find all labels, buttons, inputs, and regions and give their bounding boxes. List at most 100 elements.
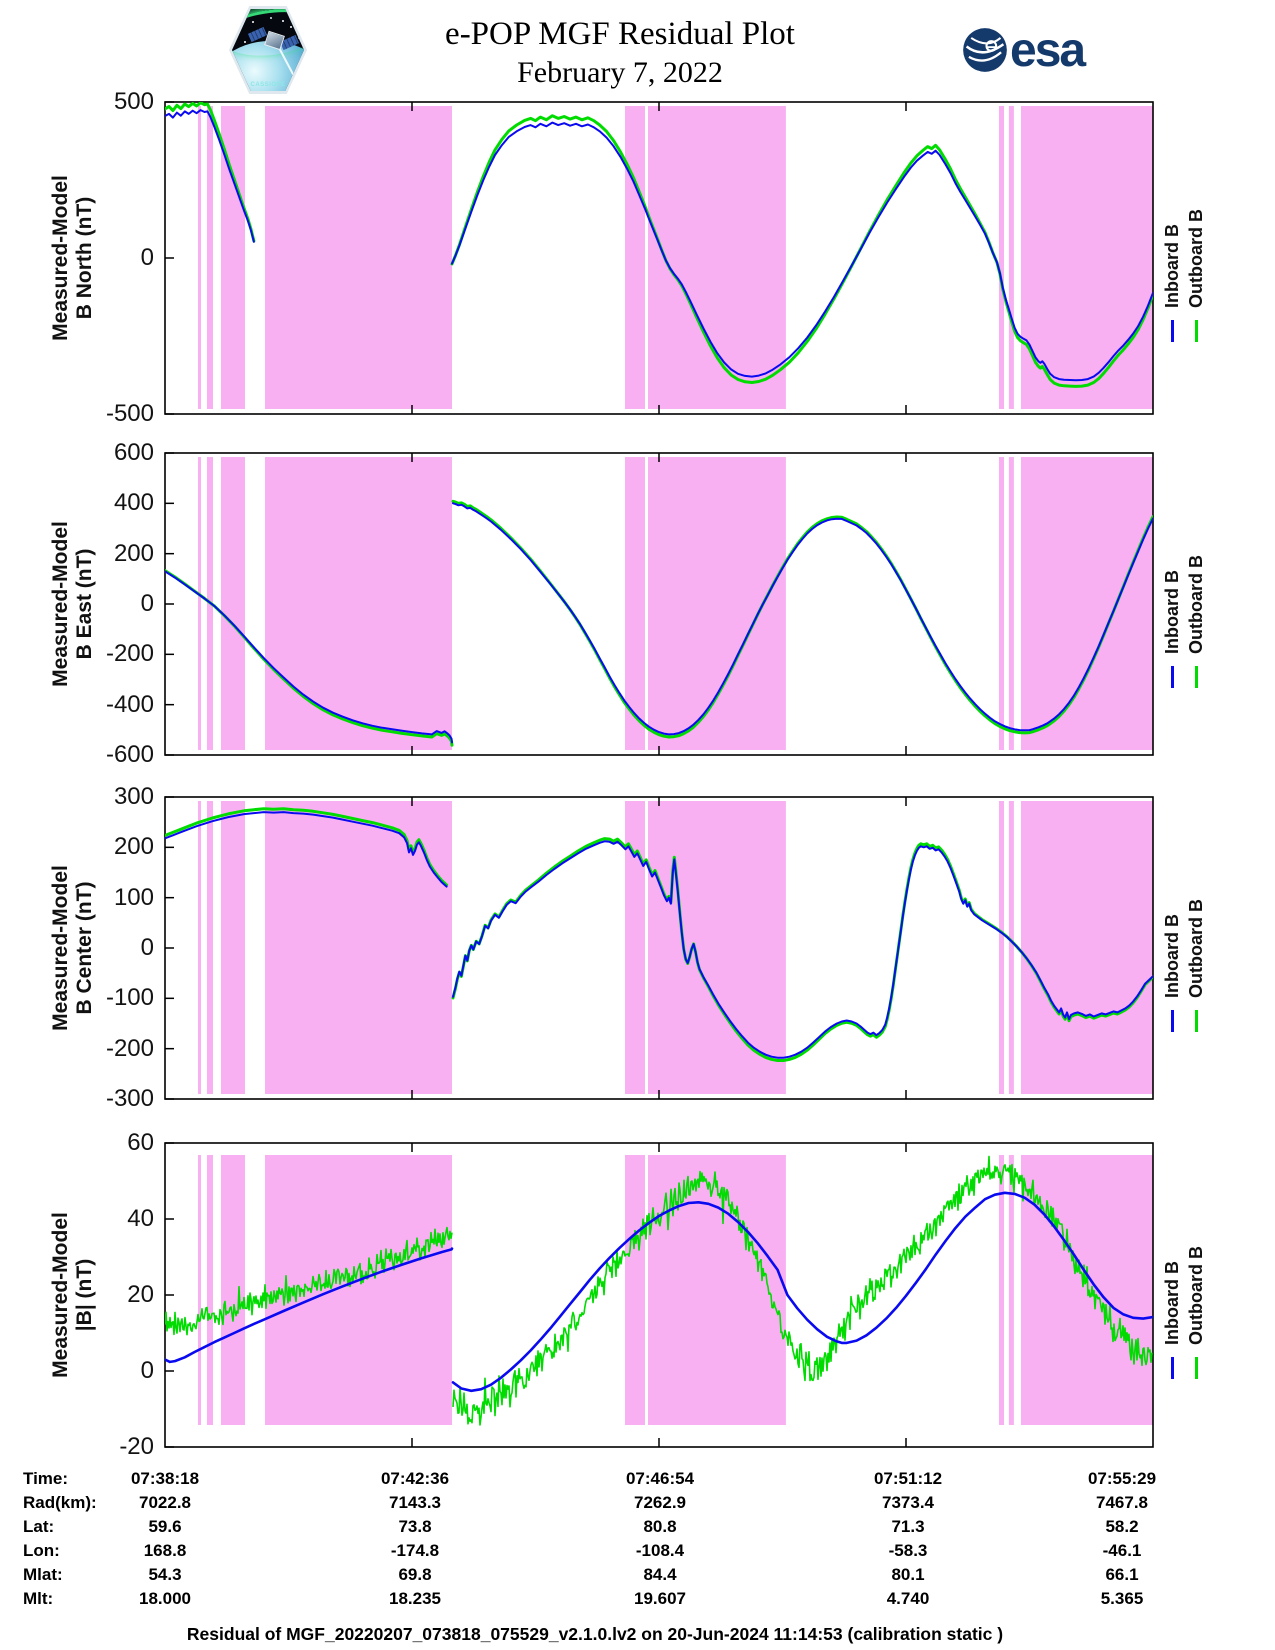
outboard-curve xyxy=(452,1155,1153,1426)
y-tick-label: 40 xyxy=(127,1205,154,1232)
y-tick-label: -20 xyxy=(119,1433,154,1460)
inboard-curve xyxy=(165,811,448,888)
panel-2-plot xyxy=(164,452,1154,756)
table-value: 7373.4 xyxy=(882,1493,934,1512)
table-value: 71.3 xyxy=(891,1517,925,1536)
highlight-band xyxy=(207,801,213,1094)
y-tick-label: -300 xyxy=(105,1085,154,1112)
y-axis-label-line1: Measured-Model xyxy=(49,1212,72,1378)
y-tick-label: 0 xyxy=(140,244,154,271)
highlight-band xyxy=(999,457,1004,750)
highlight-band xyxy=(625,106,645,409)
highlight-band xyxy=(1008,1155,1014,1425)
esa-logo: esa xyxy=(962,23,1086,77)
y-tick-label: -500 xyxy=(105,400,154,427)
y-tick-label: -600 xyxy=(105,741,154,768)
row-label-mlat: Mlat: xyxy=(23,1565,63,1584)
row-label-lat: Lat: xyxy=(23,1517,55,1536)
highlight-band xyxy=(999,1155,1004,1425)
highlight-band xyxy=(1008,457,1014,750)
table-value: 59.6 xyxy=(148,1517,182,1536)
esa-wordmark: esa xyxy=(1010,23,1086,77)
y-axis-label-line2: B North (nT) xyxy=(73,196,96,320)
y-tick-label: -200 xyxy=(105,1034,154,1062)
highlight-band xyxy=(625,1155,645,1425)
inboard-curve xyxy=(452,502,1153,736)
curves-group xyxy=(165,807,1153,1062)
highlight-band xyxy=(265,457,452,750)
legend-outboard-label: Outboard B xyxy=(1186,1246,1206,1345)
y-axis-label-panel-4: Measured-Model |B| (nT) xyxy=(49,1143,97,1447)
legend-inboard-label: Inboard B xyxy=(1162,224,1182,308)
highlight-band xyxy=(221,801,245,1094)
legend-inboard-line xyxy=(1171,320,1174,342)
inboard-curve xyxy=(451,121,1153,382)
y-tick-label: 200 xyxy=(113,833,154,861)
page-subtitle: February 7, 2022 xyxy=(517,56,723,89)
y-tick-label: 400 xyxy=(113,489,154,517)
y-tick-label: 300 xyxy=(113,783,154,810)
highlight-band xyxy=(265,801,452,1094)
table-value: 58.2 xyxy=(1105,1517,1139,1536)
highlight-band xyxy=(198,801,201,1094)
highlight-band xyxy=(999,801,1004,1094)
mission-patch-label: CASSIOPE xyxy=(250,82,286,88)
highlight-band xyxy=(221,457,245,750)
legend-inboard-label: Inboard B xyxy=(1162,570,1182,654)
outboard-curve xyxy=(165,1226,453,1336)
y-axis-label-panel-3: Measured-Model B Center (nT) xyxy=(49,797,97,1099)
inboard-curve xyxy=(452,840,1153,1059)
highlight-band xyxy=(625,457,645,750)
inboard-curve xyxy=(451,1191,1153,1393)
table-value: -58.3 xyxy=(888,1541,928,1560)
footer-caption: Residual of MGF_20220207_073818_075529_v… xyxy=(186,1624,1004,1644)
y-tick-label: -200 xyxy=(105,640,154,668)
y-tick-label: 20 xyxy=(127,1281,154,1308)
legend-outboard-line xyxy=(1195,666,1198,688)
legend-outboard-label: Outboard B xyxy=(1186,555,1206,654)
y-tick-label: 60 xyxy=(127,1129,154,1156)
table-value: 5.365 xyxy=(1100,1589,1144,1608)
legend-inboard-line xyxy=(1171,666,1174,688)
table-value: 07:51:12 xyxy=(873,1469,943,1488)
table-value: 18.000 xyxy=(139,1589,191,1608)
table-value: 7467.8 xyxy=(1096,1493,1148,1512)
highlight-band xyxy=(1021,106,1153,409)
legend-inboard-label: Inboard B xyxy=(1162,914,1182,998)
y-axis-label-line1: Measured-Model xyxy=(49,865,72,1031)
highlight-band xyxy=(207,106,213,409)
table-value: 80.1 xyxy=(891,1565,925,1584)
table-value: 18.235 xyxy=(389,1589,441,1608)
highlight-band xyxy=(198,1155,201,1425)
legend-outboard-line xyxy=(1195,320,1198,342)
panel-4-plot xyxy=(164,1142,1154,1448)
highlight-band xyxy=(648,106,786,409)
inboard-curve xyxy=(165,570,453,744)
curves-group xyxy=(165,1155,1153,1426)
y-tick-label: -100 xyxy=(105,984,154,1012)
table-value: 07:55:29 xyxy=(1087,1469,1157,1488)
page-title: e-POP MGF Residual Plot xyxy=(445,16,795,52)
y-tick-label: 500 xyxy=(113,88,154,115)
y-axis-label-line2: B Center (nT) xyxy=(73,881,96,1015)
ephemeris-table: Time: 07:38:18 07:42:36 07:46:54 07:51:12 07:… xyxy=(0,1469,1275,1619)
table-value: 7262.9 xyxy=(634,1493,686,1512)
table-value: -108.4 xyxy=(635,1541,685,1560)
legend-outboard-label: Outboard B xyxy=(1186,899,1206,998)
highlight-band xyxy=(198,457,201,750)
table-value: 80.8 xyxy=(643,1517,677,1536)
y-tick-label: 0 xyxy=(140,1357,154,1384)
highlight-band xyxy=(648,801,786,1094)
plot-frame xyxy=(164,1142,1154,1448)
y-tick-label: 200 xyxy=(113,539,154,567)
row-label-mlt: Mlt: xyxy=(23,1589,54,1608)
table-value: 73.8 xyxy=(398,1517,432,1536)
highlight-band xyxy=(1008,801,1014,1094)
table-value: -174.8 xyxy=(390,1541,440,1560)
row-label-radkm: Rad(km): xyxy=(23,1493,97,1512)
highlight-band xyxy=(648,1155,786,1425)
highlight-band xyxy=(1021,457,1153,750)
y-axis-label-panel-1: Measured-Model B North (nT) xyxy=(49,102,97,414)
y-tick-label: -400 xyxy=(105,690,154,718)
